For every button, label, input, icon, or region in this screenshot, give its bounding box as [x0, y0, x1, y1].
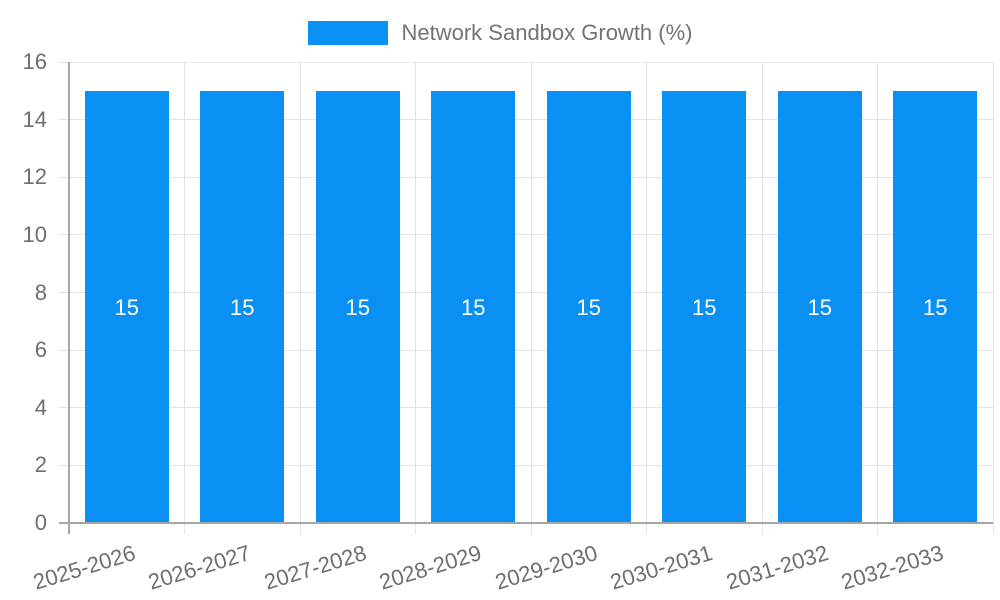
y-tick-label: 16	[22, 49, 47, 74]
x-gridline	[761, 62, 763, 534]
bar-value-label: 15	[114, 294, 139, 320]
y-tick-label: 12	[22, 164, 47, 190]
y-gridline	[58, 349, 993, 351]
x-gridline	[299, 62, 301, 534]
x-gridline	[415, 62, 416, 534]
y-gridline	[58, 292, 993, 293]
x-gridline	[646, 62, 647, 534]
bar-value-label: 15	[923, 294, 948, 320]
bar[interactable]	[662, 90, 747, 523]
x-tick-label: 2027-2028	[260, 540, 369, 595]
x-tick-label: 2026-2027	[145, 540, 254, 595]
y-gridline	[58, 176, 993, 178]
y-gridline	[58, 61, 993, 63]
x-tick-label: 2030-2031	[607, 540, 716, 595]
bar[interactable]	[431, 90, 516, 523]
bar-value-label: 15	[807, 294, 832, 320]
y-tick-label: 14	[22, 106, 47, 132]
bar-value-label: 15	[230, 294, 255, 320]
y-tick-label: 6	[34, 337, 47, 363]
bar-value-label: 15	[345, 294, 370, 320]
y-gridline	[58, 464, 993, 466]
x-gridline	[184, 62, 185, 534]
x-gridline	[877, 62, 878, 534]
y-axis-line	[68, 62, 70, 534]
bar[interactable]	[893, 90, 978, 523]
y-tick-label: 2	[34, 452, 47, 478]
bar-value-label: 15	[692, 294, 717, 320]
bar[interactable]	[200, 90, 285, 523]
x-tick-label: 2029-2030	[491, 540, 600, 595]
y-tick-label: 0	[34, 510, 47, 535]
y-tick-label: 8	[34, 279, 47, 305]
y-tick-label: 4	[34, 394, 47, 420]
x-gridline	[992, 62, 994, 534]
y-gridline	[58, 234, 993, 236]
bar-value-label: 15	[461, 294, 486, 320]
y-gridline	[58, 407, 993, 409]
x-tick-label: 2031-2032	[722, 540, 831, 595]
bar[interactable]	[315, 90, 400, 523]
legend[interactable]: Network Sandbox Growth (%)	[0, 20, 1000, 46]
bar[interactable]	[777, 90, 862, 523]
legend-label: Network Sandbox Growth (%)	[401, 20, 693, 45]
y-gridline	[58, 119, 993, 121]
legend-swatch	[307, 21, 388, 45]
bar[interactable]	[84, 90, 169, 523]
x-tick-label: 2032-2033	[838, 540, 947, 595]
x-axis-line	[58, 522, 993, 524]
x-tick-label: 2028-2029	[376, 540, 485, 595]
bar-value-label: 15	[576, 294, 601, 320]
x-tick-label: 2025-2026	[29, 540, 138, 595]
bar[interactable]	[546, 90, 631, 523]
y-tick-label: 10	[22, 221, 47, 247]
x-gridline	[530, 62, 532, 534]
